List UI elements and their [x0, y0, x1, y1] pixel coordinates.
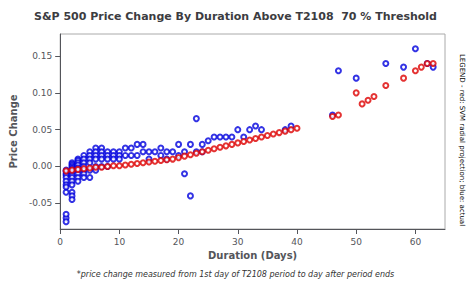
svg-text:-0.05: -0.05 — [29, 198, 52, 208]
svg-text:40: 40 — [291, 237, 303, 247]
svg-text:20: 20 — [173, 237, 185, 247]
svg-text:*price change measured from 1s: *price change measured from 1st day of T… — [77, 270, 394, 279]
svg-text:10: 10 — [114, 237, 126, 247]
svg-text:0.00: 0.00 — [32, 161, 52, 171]
svg-text:Duration (Days): Duration (Days) — [208, 250, 297, 261]
svg-text:50: 50 — [350, 237, 362, 247]
svg-text:0.10: 0.10 — [32, 88, 52, 98]
svg-text:30: 30 — [232, 237, 244, 247]
svg-text:0: 0 — [57, 237, 63, 247]
svg-text:S&P 500 Price Change By Durati: S&P 500 Price Change By Duration Above T… — [34, 10, 437, 23]
svg-text:Price Change: Price Change — [8, 94, 19, 168]
svg-text:60: 60 — [410, 237, 422, 247]
svg-text:0.05: 0.05 — [32, 125, 52, 135]
svg-text:LEGEND - red: SVM radial proje: LEGEND - red: SVM radial projection; blu… — [458, 54, 466, 226]
svg-text:0.15: 0.15 — [32, 51, 52, 61]
